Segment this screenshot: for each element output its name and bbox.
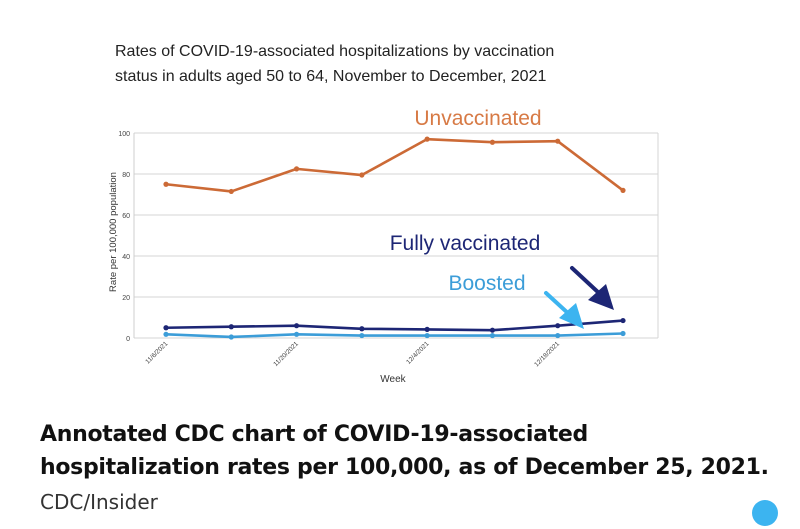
data-point-fully-vaccinated <box>424 326 430 332</box>
figure-caption: Annotated CDC chart of COVID-19-associat… <box>40 418 780 484</box>
data-point-boosted <box>228 334 234 340</box>
gridlines <box>133 132 659 339</box>
annotation-fully-vaccinated: Fully vaccinated <box>390 232 541 255</box>
y-tick-label: 80 <box>122 172 130 179</box>
series-fully-vaccinated <box>163 317 626 333</box>
data-point-boosted <box>489 332 496 339</box>
x-tick-label: 11/6/2021 <box>144 340 169 365</box>
y-tick-label: 60 <box>122 213 130 220</box>
y-tick-label: 100 <box>118 131 130 138</box>
x-axis-label: Week <box>380 374 406 385</box>
data-point-boosted <box>620 330 626 337</box>
data-point-fully-vaccinated <box>293 323 300 329</box>
y-tick-label: 20 <box>122 295 130 302</box>
caption-line-1: Annotated CDC chart of COVID-19-associat… <box>40 422 588 447</box>
data-point-boosted <box>424 332 430 339</box>
data-point-boosted <box>293 331 300 337</box>
series-unvaccinated <box>163 136 626 195</box>
series-boosted <box>163 330 626 340</box>
data-point-fully-vaccinated <box>228 324 234 330</box>
data-point-unvaccinated <box>228 188 234 195</box>
data-point-unvaccinated <box>555 138 561 144</box>
share-dot-icon[interactable] <box>752 500 778 526</box>
y-axis-label: Rate per 100,000 population <box>108 172 119 292</box>
data-point-fully-vaccinated <box>555 323 561 329</box>
data-point-boosted <box>555 332 561 339</box>
series-line-unvaccinated <box>165 137 624 193</box>
data-point-boosted <box>163 331 169 337</box>
chart-title-line-1: Rates of COVID-19-associated hospitaliza… <box>115 43 554 60</box>
x-tick-label: 12/18/2021 <box>533 340 561 368</box>
series-lines <box>163 136 626 340</box>
data-point-unvaccinated <box>163 181 169 187</box>
caption-line-2: hospitalization rates per 100,000, as of… <box>40 455 769 480</box>
annotation-unvaccinated: Unvaccinated <box>414 107 541 130</box>
image-credit: CDC/Insider <box>40 490 158 514</box>
x-tick-label: 11/20/2021 <box>272 340 300 368</box>
x-tick-label: 12/4/2021 <box>405 340 431 366</box>
y-tick-label: 40 <box>122 254 130 261</box>
data-point-unvaccinated <box>293 166 300 172</box>
series-line-fully-vaccinated <box>165 319 624 332</box>
y-tick-label: 0 <box>126 336 130 343</box>
data-point-unvaccinated <box>620 187 626 193</box>
data-point-fully-vaccinated <box>489 327 496 333</box>
data-point-unvaccinated <box>424 136 430 142</box>
x-axis-ticks: 11/6/2021 11/20/2021 12/4/2021 12/18/2021 <box>144 340 561 368</box>
data-point-unvaccinated <box>489 139 496 145</box>
series-line-boosted <box>165 332 624 339</box>
data-point-fully-vaccinated <box>163 325 169 331</box>
data-point-fully-vaccinated <box>620 317 626 324</box>
data-point-boosted <box>359 332 365 339</box>
data-point-fully-vaccinated <box>359 326 365 332</box>
annotation-boosted: Boosted <box>448 272 525 295</box>
hospitalization-chart: Rates of COVID-19-associated hospitaliza… <box>108 43 659 385</box>
y-axis-ticks: 0 20 40 60 80 100 <box>118 131 130 343</box>
arrow-fully-vaccinated-icon <box>570 266 614 310</box>
data-point-unvaccinated <box>359 172 365 178</box>
chart-title-line-2: status in adults aged 50 to 64, November… <box>115 68 546 85</box>
arrow-boosted-icon <box>544 291 584 329</box>
